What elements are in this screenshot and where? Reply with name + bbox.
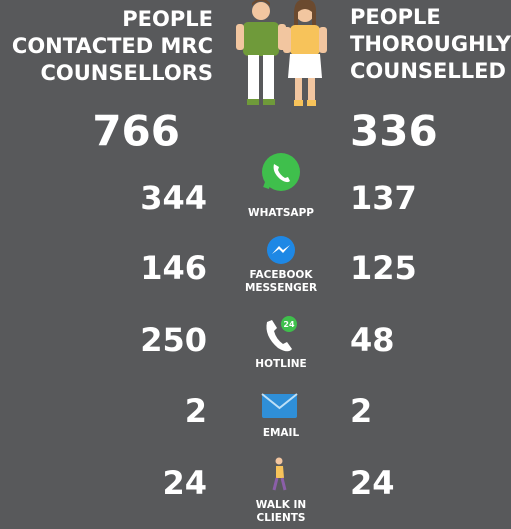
counselled-count: 24 bbox=[350, 464, 395, 502]
total-contacted: 766 bbox=[92, 107, 180, 156]
channel-label: WHATSAPP bbox=[248, 207, 314, 219]
channel-label: EMAIL bbox=[263, 427, 300, 439]
hotline-icon bbox=[266, 316, 297, 352]
counselled-count: 125 bbox=[350, 249, 417, 287]
contacted-count: 24 bbox=[162, 464, 207, 502]
channel-label: CLIENTS bbox=[257, 512, 306, 524]
total-counselled: 336 bbox=[350, 107, 438, 156]
left-header: COUNSELLORS bbox=[40, 61, 213, 85]
contacted-count: 250 bbox=[140, 321, 207, 359]
left-header: PEOPLE bbox=[122, 7, 213, 31]
email-icon bbox=[261, 393, 298, 418]
counselled-count: 2 bbox=[350, 392, 372, 430]
whatsapp-icon bbox=[262, 153, 300, 191]
contacted-count: 2 bbox=[185, 392, 207, 430]
right-header: COUNSELLED bbox=[350, 59, 506, 83]
people-figure bbox=[236, 0, 327, 106]
channel-label: FACEBOOK bbox=[250, 269, 314, 281]
left-header: CONTACTED MRC bbox=[12, 34, 213, 58]
right-header: PEOPLE bbox=[350, 5, 441, 29]
walking-icon bbox=[272, 457, 287, 491]
channel-label: WALK IN bbox=[256, 499, 306, 511]
hotline-badge: 24 bbox=[283, 320, 295, 329]
channel-label: MESSENGER bbox=[245, 282, 317, 294]
counselled-count: 137 bbox=[350, 179, 417, 217]
contacted-count: 146 bbox=[140, 249, 207, 287]
channel-label: HOTLINE bbox=[255, 358, 306, 370]
messenger-icon bbox=[267, 236, 295, 264]
contacted-count: 344 bbox=[140, 179, 207, 217]
counselled-count: 48 bbox=[350, 321, 395, 359]
right-header: THOROUGHLY bbox=[350, 32, 511, 56]
